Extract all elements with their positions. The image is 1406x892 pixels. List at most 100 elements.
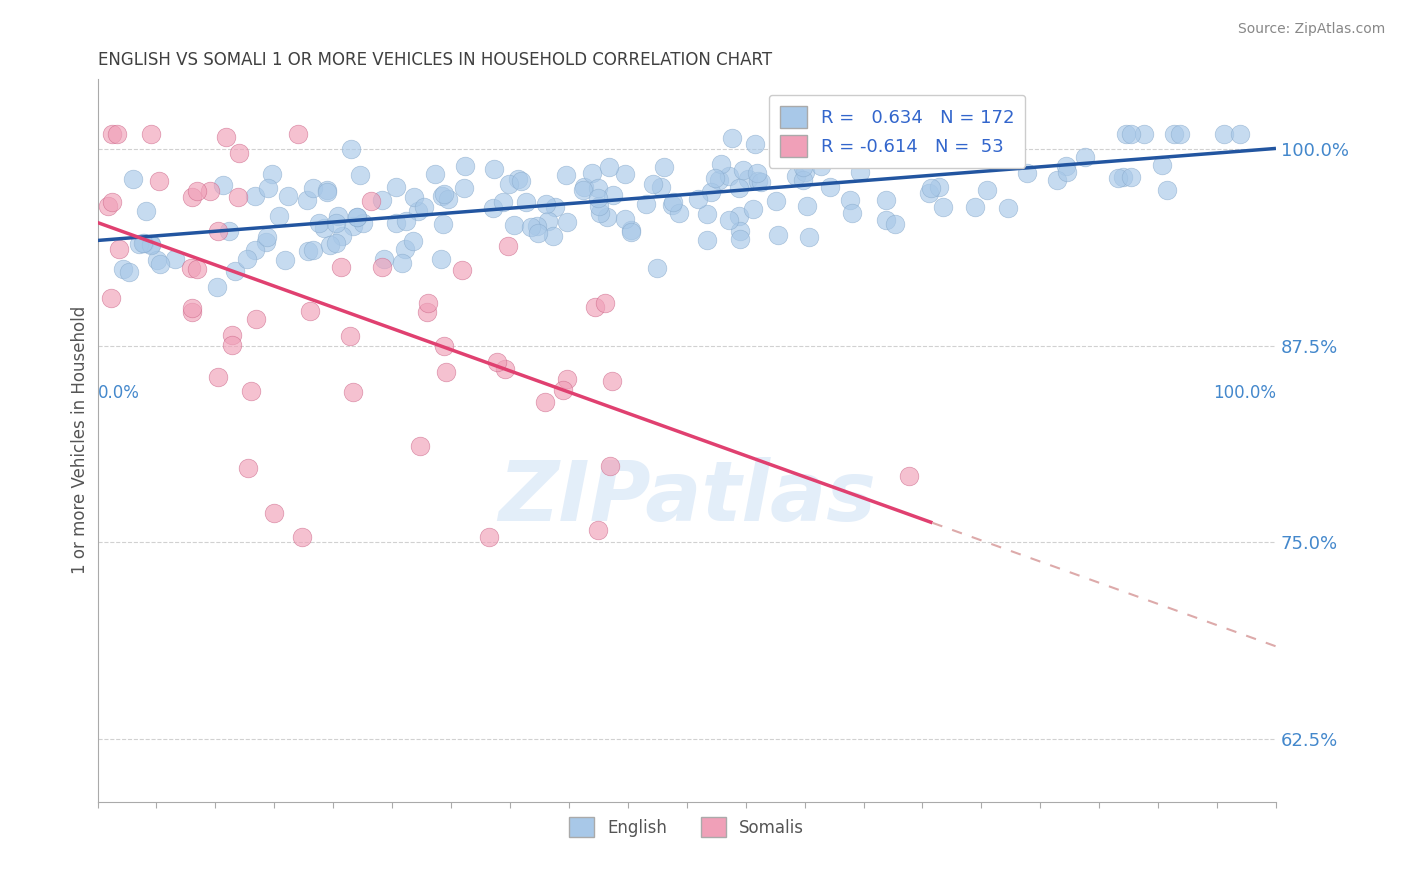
Point <box>668 206 690 220</box>
Point <box>818 179 841 194</box>
Point <box>245 311 267 326</box>
Point <box>544 200 567 214</box>
Point <box>600 374 623 388</box>
Point <box>965 200 987 214</box>
Point <box>1163 127 1185 141</box>
Point <box>371 260 394 275</box>
Point <box>181 305 204 319</box>
Point <box>737 172 759 186</box>
Point <box>416 295 439 310</box>
Point <box>186 261 208 276</box>
Point <box>503 218 526 232</box>
Point <box>849 165 872 179</box>
Point <box>212 178 235 192</box>
Point <box>766 228 789 243</box>
Point <box>482 201 505 215</box>
Point <box>572 180 595 194</box>
Point <box>727 181 749 195</box>
Point <box>221 338 243 352</box>
Point <box>534 197 557 211</box>
Point <box>588 199 610 213</box>
Point <box>134 236 156 251</box>
Point <box>907 150 929 164</box>
Point <box>245 243 267 257</box>
Point <box>817 138 839 153</box>
Point <box>602 188 624 202</box>
Point <box>287 127 309 141</box>
Point <box>352 216 374 230</box>
Point <box>498 238 520 252</box>
Point <box>316 186 339 200</box>
Point <box>295 193 318 207</box>
Point <box>224 263 246 277</box>
Point <box>792 160 814 174</box>
Point <box>765 194 787 208</box>
Point <box>620 225 643 239</box>
Point <box>555 215 578 229</box>
Point <box>747 174 769 188</box>
Point <box>845 127 868 141</box>
Point <box>256 229 278 244</box>
Point <box>436 192 458 206</box>
Point <box>371 194 394 208</box>
Point <box>257 181 280 195</box>
Point <box>406 203 429 218</box>
Point <box>180 261 202 276</box>
Point <box>1121 170 1143 185</box>
Point <box>520 220 543 235</box>
Point <box>652 160 675 174</box>
Point <box>274 253 297 268</box>
Point <box>1229 127 1251 141</box>
Point <box>146 253 169 268</box>
Point <box>96 199 118 213</box>
Point <box>180 301 202 315</box>
Point <box>163 252 186 266</box>
Point <box>299 303 322 318</box>
Point <box>696 207 718 221</box>
Point <box>394 242 416 256</box>
Text: ENGLISH VS SOMALI 1 OR MORE VEHICLES IN HOUSEHOLD CORRELATION CHART: ENGLISH VS SOMALI 1 OR MORE VEHICLES IN … <box>97 51 772 69</box>
Point <box>709 173 731 187</box>
Point <box>533 394 555 409</box>
Point <box>742 202 765 217</box>
Point <box>599 458 621 473</box>
Point <box>339 329 361 343</box>
Point <box>238 461 260 475</box>
Point <box>118 265 141 279</box>
Point <box>551 384 574 398</box>
Text: Source: ZipAtlas.com: Source: ZipAtlas.com <box>1237 22 1385 37</box>
Text: 100.0%: 100.0% <box>1213 384 1277 402</box>
Legend: English, Somalis: English, Somalis <box>562 810 811 844</box>
Point <box>297 244 319 259</box>
Point <box>581 166 603 180</box>
Point <box>482 161 505 176</box>
Point <box>432 218 454 232</box>
Point <box>346 211 368 225</box>
Point <box>598 160 620 174</box>
Point <box>1015 166 1038 180</box>
Point <box>596 210 619 224</box>
Point <box>717 169 740 184</box>
Point <box>790 137 813 152</box>
Point <box>149 257 172 271</box>
Point <box>728 232 751 246</box>
Point <box>704 171 727 186</box>
Point <box>139 127 162 141</box>
Point <box>661 198 683 212</box>
Point <box>586 523 609 537</box>
Point <box>1074 150 1097 164</box>
Point <box>148 174 170 188</box>
Y-axis label: 1 or more Vehicles in Household: 1 or more Vehicles in Household <box>72 306 89 574</box>
Point <box>385 216 408 230</box>
Point <box>770 127 793 141</box>
Point <box>430 189 453 203</box>
Point <box>111 262 134 277</box>
Point <box>122 172 145 186</box>
Point <box>218 224 240 238</box>
Point <box>993 132 1015 146</box>
Point <box>710 157 733 171</box>
Point <box>132 235 155 250</box>
Point <box>920 180 942 194</box>
Point <box>1107 171 1129 186</box>
Point <box>492 194 515 209</box>
